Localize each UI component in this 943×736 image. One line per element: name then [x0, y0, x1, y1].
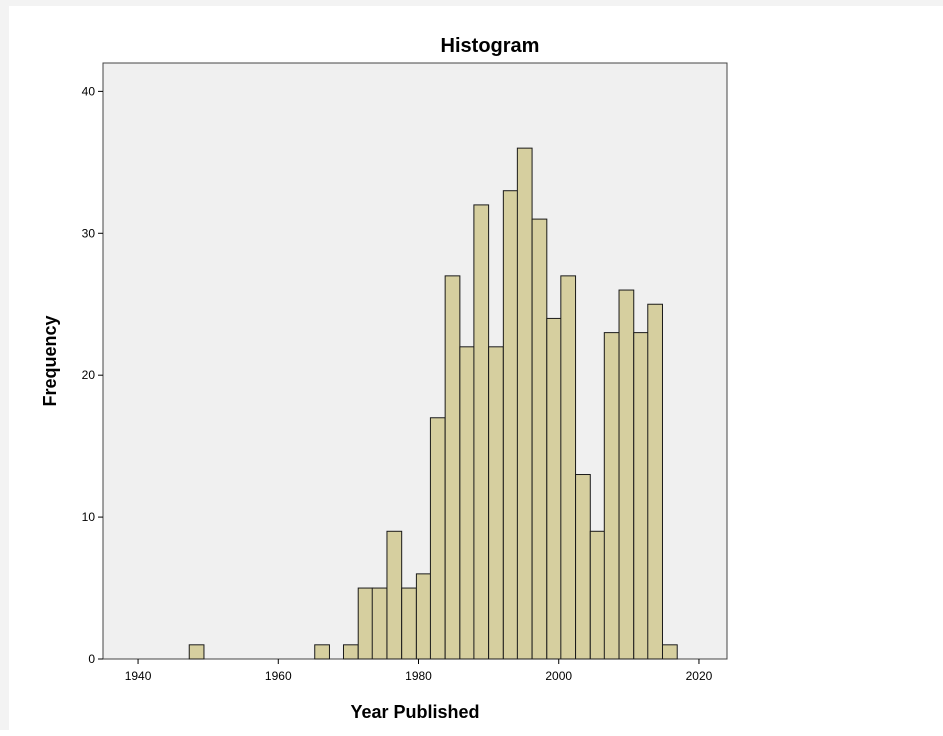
histogram-bar-10 — [459, 346, 476, 660]
histogram-bar-23 — [647, 303, 663, 660]
histogram-bar-18 — [575, 474, 591, 660]
y-tick-label-4: 40 — [82, 84, 96, 98]
y-axis-title: Frequency — [40, 315, 60, 406]
chart-title: Histogram — [441, 35, 540, 57]
histogram-bar-1 — [314, 644, 330, 660]
histogram-bar-7 — [415, 573, 432, 660]
histogram-bar-8 — [429, 417, 446, 660]
x-tick-label-1: 1960 — [265, 669, 292, 683]
histogram-bar-19 — [589, 530, 606, 660]
histogram-bar-5 — [386, 530, 403, 660]
histogram-bar-0 — [188, 644, 205, 660]
bars-group — [188, 147, 678, 660]
x-tick-label-2: 1980 — [405, 669, 432, 683]
histogram-bar-16 — [546, 317, 563, 660]
y-tick-label-0: 0 — [88, 652, 95, 666]
histogram-bar-17 — [560, 275, 577, 660]
x-tick-label-4: 2020 — [686, 669, 713, 683]
histogram-bar-13 — [502, 190, 519, 660]
histogram-bar-4 — [371, 587, 388, 660]
histogram-bar-6 — [401, 587, 417, 660]
histogram-bar-14 — [516, 147, 533, 660]
histogram-chart: Histogram 1940 1960 1980 2000 2020 0 10 20 30 40… — [40, 35, 728, 722]
histogram-bar-3 — [357, 587, 374, 660]
histogram-bar-2 — [342, 644, 359, 660]
histogram-bar-22 — [633, 332, 649, 660]
histogram-bar-12 — [488, 346, 504, 660]
histogram-bar-11 — [473, 204, 490, 660]
histogram-bar-9 — [444, 275, 461, 660]
y-axis: 0 10 20 30 40 — [82, 84, 103, 666]
x-tick-label-3: 2000 — [545, 669, 572, 683]
x-axis: 1940 1960 1980 2000 2020 — [125, 659, 713, 683]
histogram-bar-21 — [618, 289, 635, 660]
histogram-bar-24 — [662, 644, 678, 660]
y-tick-label-1: 10 — [82, 510, 96, 524]
histogram-bar-20 — [603, 332, 620, 660]
y-tick-label-3: 30 — [82, 226, 96, 240]
x-tick-label-0: 1940 — [125, 669, 152, 683]
x-axis-title: Year Published — [350, 702, 479, 722]
histogram-bar-15 — [531, 218, 548, 660]
y-tick-label-2: 20 — [82, 368, 96, 382]
